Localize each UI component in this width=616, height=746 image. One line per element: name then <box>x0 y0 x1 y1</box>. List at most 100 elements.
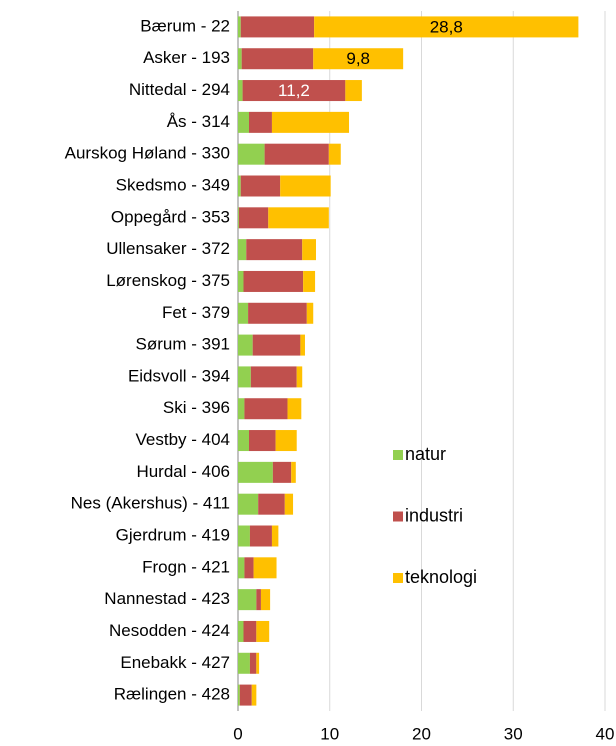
bar-segment <box>249 652 257 674</box>
bar-segment <box>328 143 341 165</box>
bar-segment <box>280 175 331 197</box>
bar-segment <box>238 430 250 452</box>
bar-segment <box>238 302 249 324</box>
bar-segment <box>238 16 241 38</box>
bar-segment <box>238 270 244 292</box>
y-tick-label: Ås - 314 <box>167 112 230 131</box>
bar-segment <box>244 398 288 420</box>
bar-segment <box>238 589 257 611</box>
bar-segment <box>264 143 329 165</box>
y-tick-label: Vestby - 404 <box>135 430 230 449</box>
bar-segment <box>313 48 404 70</box>
x-tick-label: 0 <box>233 724 242 743</box>
legend-label: industri <box>405 505 463 525</box>
bar-segment <box>256 620 270 642</box>
bar-segment <box>275 430 297 452</box>
bar-segment <box>244 557 254 579</box>
bar-segment <box>241 48 314 70</box>
bar-segment <box>291 461 296 483</box>
bar-segment <box>238 175 241 197</box>
bar-segment <box>249 525 272 547</box>
y-tick-label: Ski - 396 <box>163 398 230 417</box>
legend-swatch <box>393 511 403 522</box>
bar-segment <box>249 430 276 452</box>
legend-label: teknologi <box>405 567 477 587</box>
bar-segment <box>238 461 273 483</box>
bar-segment <box>238 80 243 102</box>
bar-segment <box>240 16 315 38</box>
bar-segment <box>238 207 239 229</box>
y-tick-label: Asker - 193 <box>143 48 230 67</box>
bar-segment <box>271 111 350 133</box>
bar-segment <box>243 620 257 642</box>
x-tick-label: 40 <box>596 724 615 743</box>
value-label: 28,8 <box>430 17 463 36</box>
bar-segment <box>287 398 302 420</box>
y-tick-label: Oppegård - 353 <box>111 207 230 226</box>
bar-segment <box>253 557 277 579</box>
y-tick-label: Ullensaker - 372 <box>106 239 230 258</box>
bar-segment <box>250 366 297 388</box>
bar-segment <box>242 80 346 102</box>
bar-segment <box>284 493 294 515</box>
bar-segment <box>238 620 244 642</box>
x-tick-label: 20 <box>412 724 431 743</box>
bar-segment <box>345 80 362 102</box>
bar-segment <box>238 525 250 547</box>
y-tick-label: Nesodden - 424 <box>109 621 230 640</box>
bar-segment <box>256 589 261 611</box>
bar-segment <box>251 684 257 706</box>
bar-segment <box>243 270 304 292</box>
bar-segment <box>238 111 250 133</box>
bar-segment <box>271 525 279 547</box>
value-label: 11,2 <box>278 81 310 100</box>
y-tick-label: Lørenskog - 375 <box>106 271 230 290</box>
bar-segment <box>258 493 285 515</box>
bar-segment <box>238 366 251 388</box>
bar-segment <box>260 589 271 611</box>
bar-segment <box>268 207 329 229</box>
bar-segment <box>303 270 316 292</box>
y-tick-label: Hurdal - 406 <box>136 462 230 481</box>
y-tick-label: Eidsvoll - 394 <box>128 366 230 385</box>
y-tick-label: Enebakk - 427 <box>120 653 230 672</box>
legend-label: natur <box>405 444 446 464</box>
y-tick-label: Bærum - 22 <box>140 16 230 35</box>
y-tick-label: Sørum - 391 <box>136 335 230 354</box>
y-tick-label: Skedsmo - 349 <box>116 175 230 194</box>
bar-segment <box>238 207 269 229</box>
bar-segment <box>238 652 250 674</box>
bar-segment <box>238 557 245 579</box>
bar-segment <box>314 16 579 38</box>
bar-segment <box>296 366 303 388</box>
bar-segment <box>238 684 240 706</box>
y-tick-label: Aurskog Høland - 330 <box>65 144 230 163</box>
bar-segment <box>239 684 252 706</box>
y-tick-label: Nannestad - 423 <box>104 589 230 608</box>
y-tick-label: Fet - 379 <box>162 303 230 322</box>
bar-segment <box>238 398 245 420</box>
bar-segment <box>306 302 314 324</box>
y-tick-label: Nittedal - 294 <box>129 80 230 99</box>
bar-segment <box>272 461 292 483</box>
bar-segment <box>240 175 281 197</box>
bar-segment <box>252 334 301 356</box>
legend-swatch <box>393 573 403 583</box>
bar-segment <box>300 334 305 356</box>
y-tick-label: Rælingen - 428 <box>114 685 230 704</box>
y-tick-label: Gjerdrum - 419 <box>116 525 230 544</box>
x-tick-label: 10 <box>320 724 339 743</box>
bar-segment <box>248 302 307 324</box>
x-tick-label: 30 <box>504 724 523 743</box>
bar-segment <box>238 143 265 165</box>
y-tick-label: Nes (Akershus) - 411 <box>71 494 230 513</box>
y-tick-label: Frogn - 421 <box>142 557 230 576</box>
bar-segment <box>238 334 253 356</box>
legend-swatch <box>393 450 403 460</box>
value-label: 9,8 <box>346 49 370 68</box>
bar-segment <box>238 48 242 70</box>
bar-segment <box>246 239 303 261</box>
bar-segment <box>302 239 316 261</box>
bar-segment <box>238 493 259 515</box>
